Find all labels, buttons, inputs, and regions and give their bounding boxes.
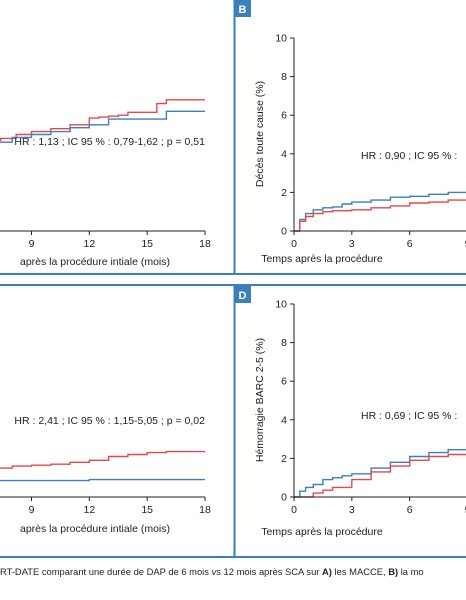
- y-tick-label: 8: [281, 337, 287, 349]
- hr-annotation: HR : 2,41 ; IC 95 % : 1,15-5,05 ; p = 0,…: [14, 415, 205, 427]
- y-axis-label: Hémorragie BARC 2-5 (%): [254, 338, 266, 462]
- x-tick-label: 3: [349, 504, 355, 516]
- chart-panel-c: 69121518après la procédure intiale (mois…: [0, 415, 211, 535]
- x-tick-label: 0: [291, 504, 297, 516]
- x-tick-label: 9: [465, 504, 466, 516]
- y-tick-label: 10: [275, 33, 287, 45]
- y-tick-label: 0: [281, 492, 287, 504]
- caption-vs: vs: [211, 566, 221, 577]
- chart-panel-a: 69121518après la procédure intiale (mois…: [0, 99, 211, 268]
- series-line-blue: [294, 449, 466, 498]
- x-tick-label: 18: [199, 504, 211, 516]
- caption-prefix: RT-DATE comparant une durée de DAP de 6 …: [0, 566, 212, 577]
- y-tick-label: 10: [275, 299, 287, 311]
- y-tick-label: 0: [281, 226, 287, 238]
- y-tick-label: 6: [281, 110, 287, 122]
- series-line-red: [294, 453, 466, 498]
- y-tick-label: 4: [281, 148, 287, 160]
- chart-panel-b: 0 3 6 9 0 2 4 6 8 10 Décès toute cause (%) Temps ap…: [254, 33, 466, 265]
- panel-frame-d: [233, 284, 466, 558]
- x-tick-label: 9: [465, 238, 466, 250]
- panel-tab-d: D: [234, 286, 251, 303]
- y-tick-label: 8: [281, 71, 287, 83]
- y-tick-label: 2: [281, 187, 287, 199]
- x-tick-label: 3: [349, 238, 355, 250]
- panel-frames: BD: [0, 0, 466, 558]
- panel-tab-b: B: [234, 0, 251, 17]
- series-line-blue: [0, 110, 205, 143]
- x-tick-label: 0: [291, 238, 297, 250]
- x-axis-label: après la procédure intiale (mois): [20, 523, 170, 535]
- x-tick-label: 15: [141, 238, 153, 250]
- y-tick-label: 2: [281, 453, 287, 465]
- panel-letter: D: [239, 290, 247, 302]
- panel-frame-b: [233, 0, 466, 275]
- hr-annotation: HR : 1,13 ; IC 95 % : 0,79-1,62 ; p = 0,…: [14, 136, 205, 148]
- caption-text-b: la mo: [398, 566, 424, 577]
- figure-caption: RT-DATE comparant une durée de DAP de 6 …: [0, 566, 466, 578]
- x-tick-label: 15: [141, 504, 153, 516]
- y-tick-label: 6: [281, 376, 287, 388]
- panels: 6 9 12 15 18 après la procédure intiale (mois…: [0, 33, 466, 538]
- series-line-red: [0, 99, 205, 141]
- x-tick-label: 12: [83, 504, 95, 516]
- panel-letter: B: [239, 4, 247, 16]
- panel-tab-bg: [234, 0, 251, 17]
- x-tick-label: 12: [83, 238, 95, 250]
- series-line-blue: [294, 191, 466, 232]
- x-axis-label: après la procédure intiale (mois): [20, 256, 170, 268]
- caption-label-a: A): [322, 566, 332, 577]
- series-line-red: [0, 450, 205, 469]
- caption-mid: 12 mois après SCA sur: [220, 566, 323, 577]
- chart-panel-d: 0 3 6 9 0 2 4 6 8 10 Hémorragie BARC 2-5 (%) Temps …: [254, 299, 466, 538]
- series-line-blue: [0, 478, 205, 482]
- panel-tab-bg: [234, 286, 251, 303]
- series-line-red: [294, 199, 466, 232]
- x-axis-label: Temps après la procédure: [261, 526, 383, 538]
- x-tick-label: 6: [407, 504, 413, 516]
- caption-label-b: B): [388, 566, 399, 577]
- y-tick-label: 4: [281, 414, 287, 426]
- x-tick-label: 9: [29, 238, 35, 250]
- caption-text-a: les MACCE,: [331, 566, 389, 577]
- x-axis-label: Temps après la procédure: [261, 253, 383, 265]
- hr-annotation: HR : 0,69 ; IC 95 % :: [361, 410, 457, 422]
- y-axis-label: Décès toute cause (%): [254, 81, 266, 187]
- x-tick-label: 6: [407, 238, 413, 250]
- x-tick-label: 18: [199, 238, 211, 250]
- hr-annotation: HR : 0,90 ; IC 95 % :: [361, 150, 457, 162]
- x-tick-label: 9: [29, 504, 35, 516]
